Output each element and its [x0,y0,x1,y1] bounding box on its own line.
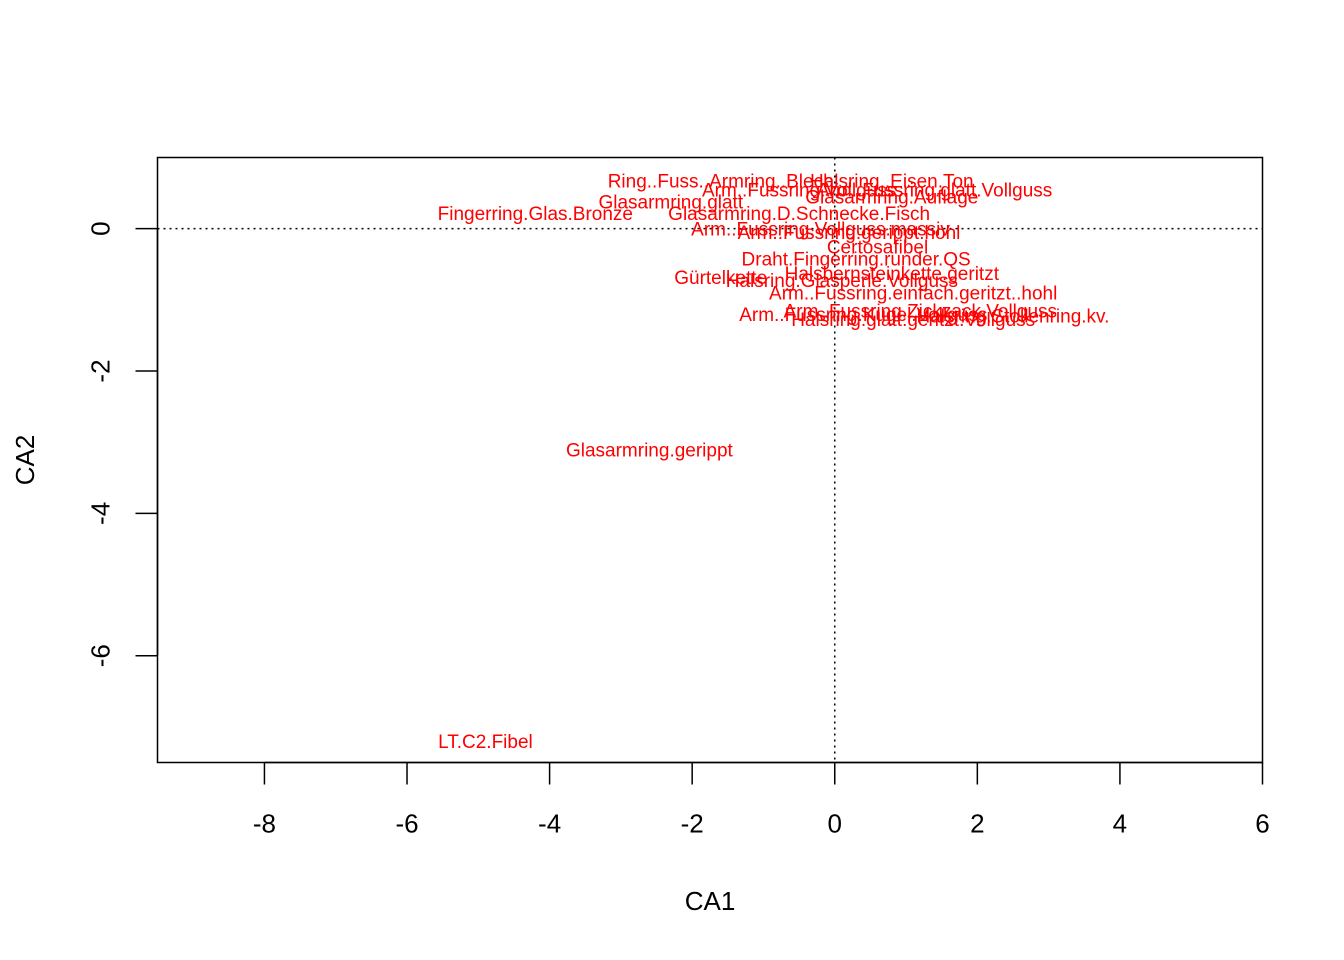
point-label: Halsring..Eisen.Ton [810,171,974,192]
point-label: LT.C2.Fibel [438,732,533,753]
point-label: Ring..Fuss..Armring..Blech [608,171,834,192]
x-tick-label: 6 [1255,809,1269,839]
point-label: Glasarmring.Auflage [805,188,978,209]
x-tick-label: 4 [1113,809,1127,839]
point-label: Arm..Fussring.Kugel.Vollguss [739,305,987,326]
point-label: Halsring.Stollenring.kv. [917,307,1110,328]
point-label: Arm..Fussring.Zickzack.Vollguss [784,302,1057,323]
point-label: Glasarmring.D.Schnecke.Fisch [668,204,930,225]
point-label: Glasarmring.glatt [598,193,743,214]
y-tick-label: -6 [86,644,116,667]
point-label: Arm..Fussring.gerippt.hohl [738,223,961,244]
y-tick-label: -2 [86,359,116,382]
x-tick-label: -6 [395,809,418,839]
point-label: Gürtelkette [674,268,767,289]
y-tick-label: -4 [86,502,116,525]
x-tick-label: -8 [253,809,276,839]
reference-lines [157,157,1263,763]
point-label: Arm..Fussring.Vollguss.massiv [691,220,950,241]
point-labels: Ring..Fuss..Armring..BlechHalsring..Eise… [438,171,1110,753]
x-tick-label: -4 [538,809,561,839]
point-label: Halsbernsteinkette.geritzt [785,264,1000,285]
y-tick-label: 0 [86,221,116,235]
x-axis-title: CA1 [685,886,736,916]
x-tick-label: -2 [681,809,704,839]
point-label: Arm..Fussring.einfach.geritzt..hohl [769,284,1057,305]
x-tick-label: 2 [970,809,984,839]
point-label: Certosafibel [827,237,928,258]
point-label: Halsring.glatt.geritzt.Vollguss [791,310,1035,331]
x-tick-label: 0 [828,809,842,839]
point-label: Arm..Fussring.Vollguss [702,181,896,202]
point-label: Draht.Fingerring.runder.QS [742,250,971,271]
x-axis: -8 -6 -4 -2 0 2 4 6 [253,761,1270,839]
point-label: Arm..Fussring.glatt.Vollguss [817,181,1052,202]
point-label: Halsring.Glasperle.Vollguss [726,271,958,292]
y-axis: -6 -4 -2 0 [86,221,159,667]
y-axis-title: CA2 [10,435,40,486]
point-label: Glasarmring.gerippt [566,440,734,461]
point-label: Fingerring.Glas.Bronze [438,204,633,225]
